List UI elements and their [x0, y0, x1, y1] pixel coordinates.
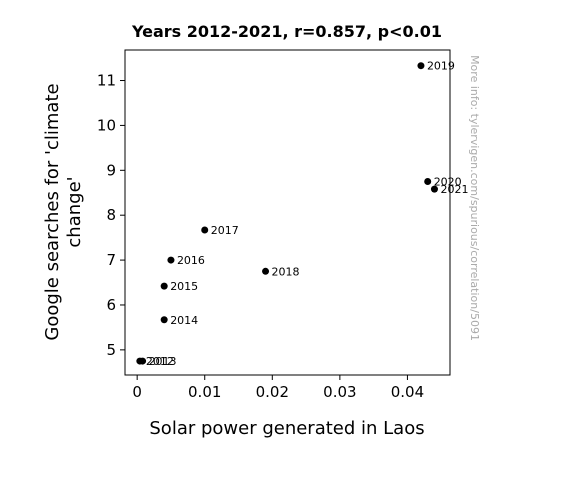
chart-title: Years 2012-2021, r=0.857, p<0.01: [131, 22, 442, 41]
y-tick-label: 6: [106, 296, 116, 314]
data-point-2017: [201, 226, 209, 234]
data-point-label-2012: 2012: [146, 355, 174, 368]
data-point-2014: [160, 316, 168, 324]
x-tick-label: 0.01: [188, 383, 221, 401]
y-tick-label: 10: [97, 116, 116, 134]
data-point-label-2014: 2014: [170, 314, 198, 327]
x-tick-label: 0: [132, 383, 142, 401]
data-point-label-2020: 2020: [434, 176, 462, 189]
x-tick-label: 0.04: [391, 383, 424, 401]
data-point-label-2019: 2019: [427, 60, 455, 73]
data-point-2016: [167, 256, 175, 264]
y-tick-label: 8: [106, 206, 116, 224]
data-point-2020: [424, 178, 432, 186]
x-axis-label: Solar power generated in Laos: [149, 418, 424, 439]
data-point-2021: [430, 185, 438, 193]
x-axis: 0 0.01 0.02 0.03 0.04: [132, 375, 424, 401]
y-axis-label-line-2: change': [64, 176, 85, 247]
data-point-2019: [417, 62, 425, 70]
y-tick-label: 7: [106, 251, 116, 269]
data-point-2018: [262, 267, 270, 275]
y-axis: 5 6 7 8 9 10 11: [97, 72, 125, 359]
y-tick-label: 5: [106, 341, 116, 359]
x-tick-label: 0.02: [256, 383, 289, 401]
watermark-text: More info: tylervigen.com/spurious/corre…: [468, 55, 481, 341]
y-tick-label: 9: [106, 161, 116, 179]
watermark: More info: tylervigen.com/spurious/corre…: [468, 55, 481, 341]
data-point-label-2015: 2015: [170, 280, 198, 293]
data-point-label-2018: 2018: [272, 265, 300, 278]
data-point-2015: [160, 282, 168, 290]
y-axis-label: Google searches for 'climate change': [42, 83, 85, 340]
y-axis-label-line-1: Google searches for 'climate: [42, 83, 63, 340]
x-tick-label: 0.03: [323, 383, 356, 401]
plot-area: [124, 49, 451, 376]
data-point-label-2017: 2017: [211, 224, 239, 237]
data-point-label-2013: 2013: [149, 355, 177, 368]
data-point-2013: [139, 357, 147, 365]
data-point-label-2016: 2016: [177, 254, 205, 267]
y-tick-label: 11: [97, 72, 116, 90]
data-point-label-2021: 2021: [440, 183, 468, 196]
